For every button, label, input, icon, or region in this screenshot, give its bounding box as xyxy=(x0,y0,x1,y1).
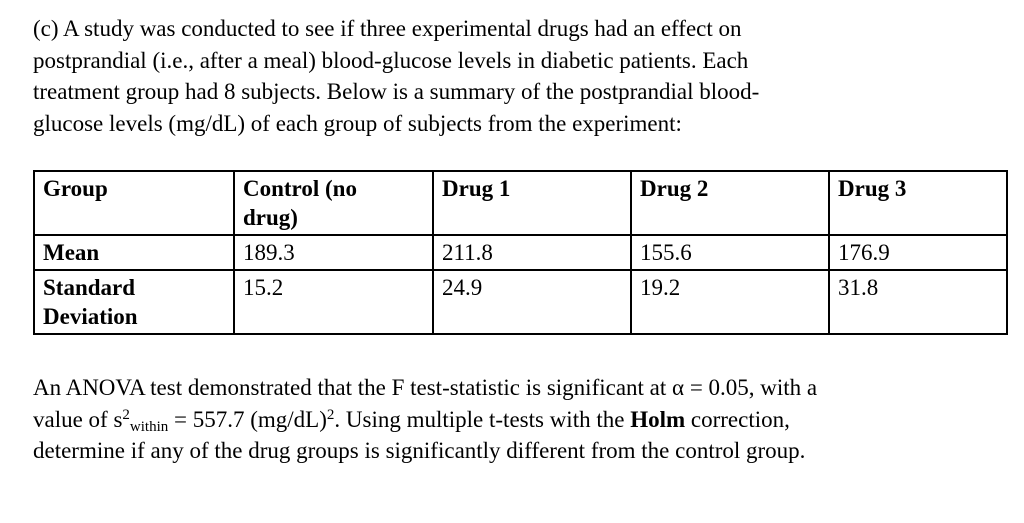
sd-drug2-value: 19.2 xyxy=(630,269,830,335)
mean-control-value: 189.3 xyxy=(233,234,434,271)
problem-statement-line-2: postprandial (i.e., after a meal) blood-… xyxy=(33,47,749,73)
s-squared-superscript: 2 xyxy=(122,406,130,423)
sd-drug3-value: 31.8 xyxy=(828,269,1008,335)
mean-drug2-value: 155.6 xyxy=(630,234,830,271)
table-row-standard-deviation: Standard Deviation 15.2 24.9 19.2 31.8 xyxy=(33,269,1008,335)
unit-squared-superscript: 2 xyxy=(326,406,335,423)
problem-statement: (c) A study was conducted to see if thre… xyxy=(33,13,1006,139)
column-header-drug2: Drug 2 xyxy=(630,170,830,236)
column-header-drug1: Drug 1 xyxy=(432,170,632,236)
column-header-drug3: Drug 3 xyxy=(828,170,1008,236)
anova-equals-value: = 557.7 (mg/dL) xyxy=(168,406,327,432)
problem-statement-line-1: (c) A study was conducted to see if thre… xyxy=(33,16,742,41)
sd-drug1-value: 24.9 xyxy=(432,269,632,335)
column-header-group: Group xyxy=(33,170,235,236)
anova-statement-line-2: value of s2within = 557.7 (mg/dL)2. Usin… xyxy=(33,404,1006,436)
table-row-mean: Mean 189.3 211.8 155.6 176.9 xyxy=(33,234,1008,271)
problem-statement-line-4: glucose levels (mg/dL) of each group of … xyxy=(33,110,682,136)
mean-drug1-value: 211.8 xyxy=(432,234,632,271)
column-header-control-text: Control (no drug) xyxy=(243,176,357,230)
document-page: (c) A study was conducted to see if thre… xyxy=(33,13,1008,467)
table-header-row: Group Control (no drug) Drug 1 Drug 2 Dr… xyxy=(33,170,1008,236)
row-label-standard-deviation: Standard Deviation xyxy=(33,269,235,335)
summary-table: Group Control (no drug) Drug 1 Drug 2 Dr… xyxy=(33,170,1008,335)
anova-text-after-bold: correction, xyxy=(685,406,790,432)
problem-statement-line-3: treatment group had 8 subjects. Below is… xyxy=(33,79,760,104)
holm-bold-word: Holm xyxy=(630,406,686,432)
sd-control-value: 15.2 xyxy=(233,269,434,335)
anova-text-after-unit: . Using multiple t-tests with the xyxy=(334,406,631,432)
column-header-control: Control (no drug) xyxy=(233,170,434,236)
mean-drug3-value: 176.9 xyxy=(828,234,1008,271)
within-subscript: within xyxy=(129,418,169,435)
anova-statement-line-3: determine if any of the drug groups is s… xyxy=(33,438,806,463)
row-label-mean: Mean xyxy=(33,234,235,271)
anova-text-before-s: value of s xyxy=(33,406,123,432)
row-label-standard-deviation-text: Standard Deviation xyxy=(43,275,138,329)
anova-statement-line-1: An ANOVA test demonstrated that the F te… xyxy=(33,375,818,400)
anova-statement: An ANOVA test demonstrated that the F te… xyxy=(33,372,1006,467)
